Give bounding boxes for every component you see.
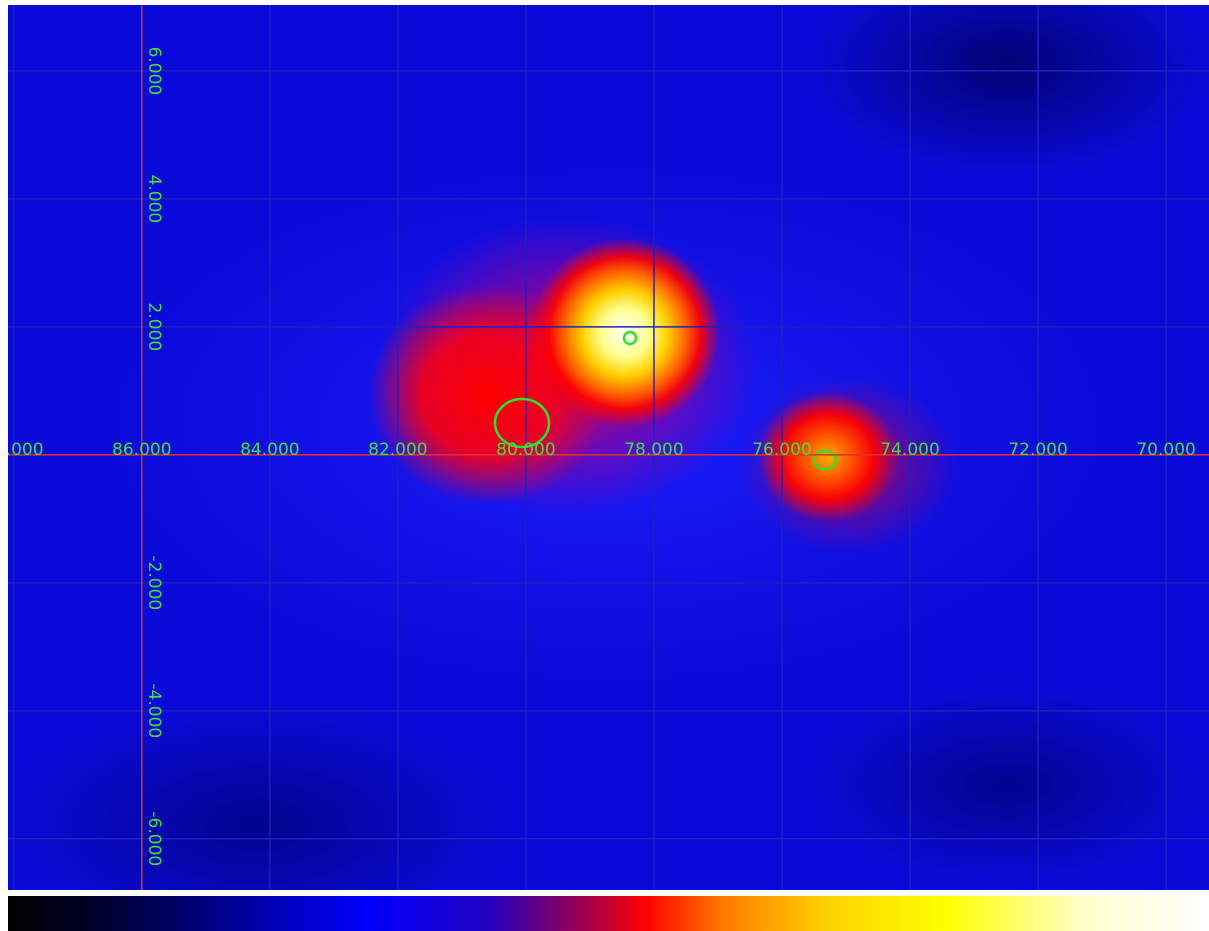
x-tick-label: 80.000	[496, 440, 555, 460]
x-tick-label: 74.000	[880, 440, 939, 460]
x-tick-label: 76.000	[752, 440, 811, 460]
x-tick-label: 78.000	[624, 440, 683, 460]
contour	[624, 332, 636, 344]
x-tick-label: 84.000	[240, 440, 299, 460]
y-tick-label: 4.000	[144, 175, 164, 224]
x-tick-label: 70.000	[1136, 440, 1195, 460]
y-tick-label: 2.000	[144, 303, 164, 352]
x-tick-label: 82.000	[368, 440, 427, 460]
y-tick-label: -6.000	[144, 811, 164, 866]
x-tick-label: 86.000	[112, 440, 171, 460]
y-tick-label: -2.000	[144, 555, 164, 610]
sky-map: 88.000 86.000 84.000 82.000 80.000 78.000 76.0…	[8, 5, 1209, 890]
colorbar	[8, 896, 1209, 931]
coordinate-overlay: 88.000 86.000 84.000 82.000 80.000 78.000 76.0…	[8, 5, 1209, 890]
x-tick-label: 88.000	[8, 440, 44, 460]
y-tick-label: -4.000	[144, 683, 164, 738]
y-tick-label: 6.000	[144, 47, 164, 96]
page: 88.000 86.000 84.000 82.000 80.000 78.000 76.0…	[0, 0, 1209, 931]
contour	[814, 451, 836, 469]
x-tick-label: 72.000	[1008, 440, 1067, 460]
